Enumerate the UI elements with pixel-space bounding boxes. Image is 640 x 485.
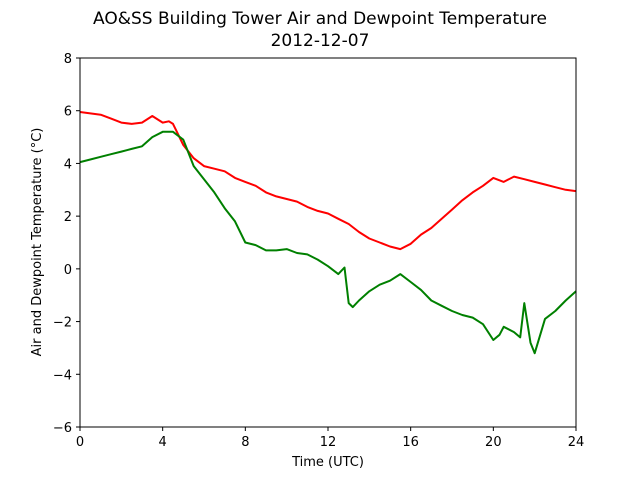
y-axis-label: Air and Dewpoint Temperature (°C): [30, 128, 45, 357]
y-tick-label: −6: [53, 421, 72, 436]
x-tick-label: 0: [76, 435, 84, 450]
y-tick-label: 8: [64, 52, 72, 67]
x-tick-label: 8: [241, 435, 249, 450]
y-tick-label: −2: [53, 316, 72, 331]
y-tick-label: 2: [64, 210, 72, 225]
x-tick-label: 24: [568, 435, 585, 450]
x-tick-label: 20: [485, 435, 502, 450]
y-tick-label: −4: [53, 368, 72, 383]
chart-title: AO&SS Building Tower Air and Dewpoint Te…: [93, 9, 547, 29]
x-axis-label: Time (UTC): [291, 455, 364, 470]
y-tick-label: 6: [64, 105, 72, 120]
series-line-1: [79, 111, 577, 251]
series-line-2: [79, 130, 577, 355]
x-tick-label: 12: [320, 435, 337, 450]
x-tick-label: 16: [402, 435, 419, 450]
x-tick-label: 4: [159, 435, 167, 450]
series-layer: [79, 111, 577, 355]
y-tick-label: 0: [64, 263, 72, 278]
y-axis: −6 −4 −2 0 2 4 6 8: [53, 52, 80, 436]
x-axis: 0 4 8 12 16 20 24: [76, 427, 584, 450]
chart-subtitle: 2012-12-07: [271, 31, 370, 51]
y-tick-label: 4: [64, 157, 72, 172]
